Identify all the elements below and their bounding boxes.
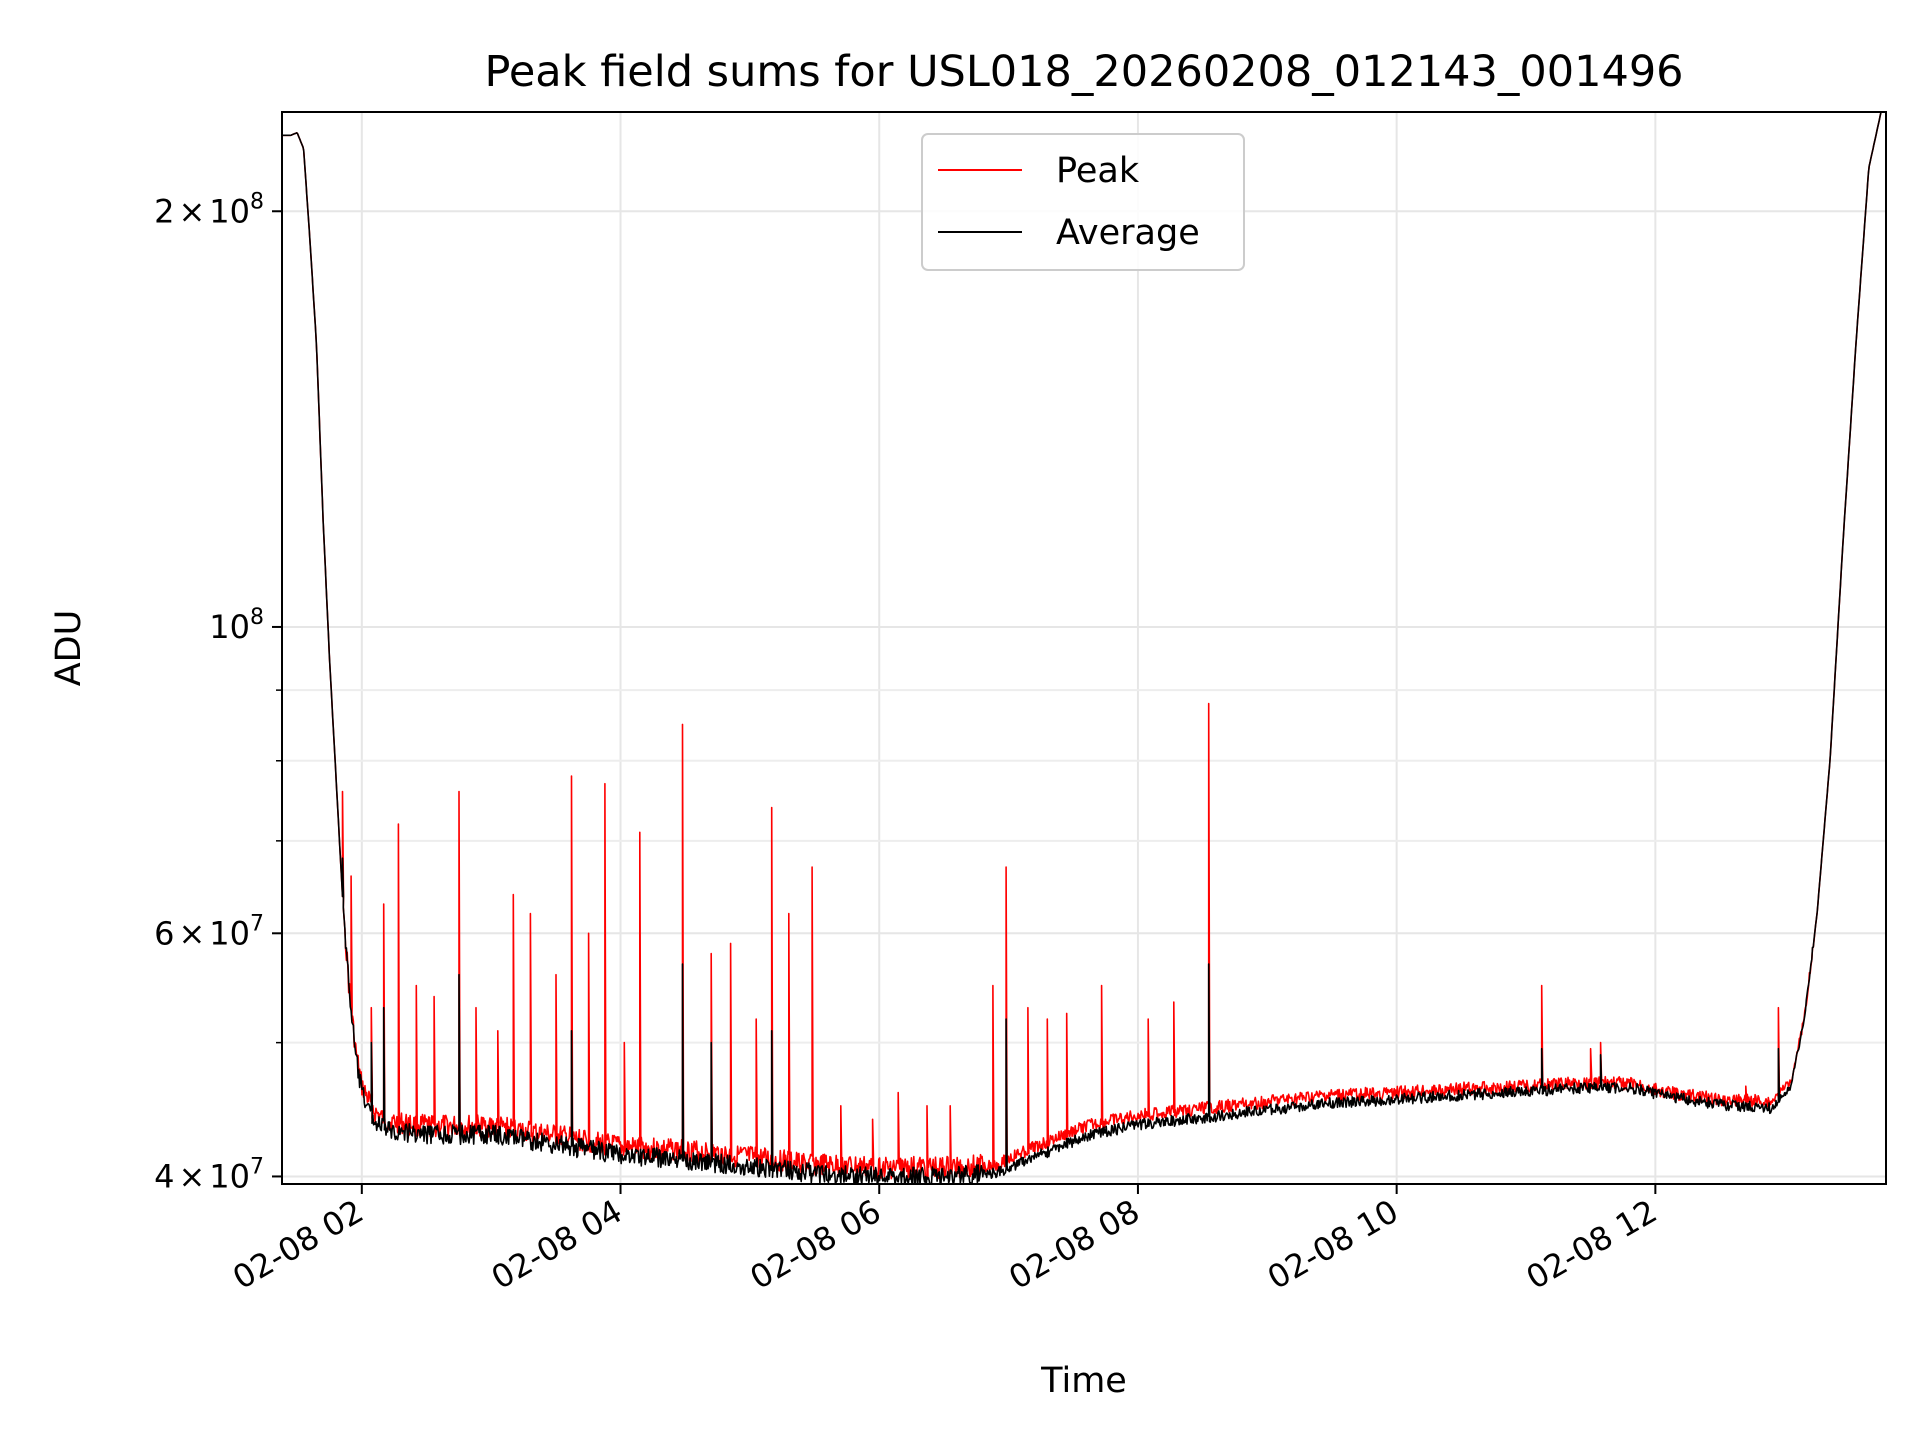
x-axis-label: Time bbox=[1040, 1361, 1127, 1401]
x-tick-label: 02-08 06 bbox=[744, 1192, 888, 1297]
x-tick-label: 02-08 04 bbox=[485, 1192, 629, 1297]
legend-peak-label: Peak bbox=[1056, 151, 1140, 191]
y-axis-ticks: 4 × 107 6 × 107 108 2 × 108 bbox=[154, 189, 282, 1195]
x-tick-label: 02-08 02 bbox=[226, 1192, 370, 1297]
x-axis-ticks: 02-08 02 02-08 04 02-08 06 02-08 08 02-08 10… bbox=[226, 1184, 1663, 1297]
average-series-line bbox=[282, 112, 1882, 1184]
x-tick-label: 02-08 10 bbox=[1261, 1192, 1405, 1297]
y-tick-label: 4 × 107 bbox=[154, 1154, 264, 1195]
chart-title: Peak field sums for USL018_20260208_0121… bbox=[484, 47, 1683, 97]
y-tick-label: 108 bbox=[209, 605, 264, 646]
legend-box bbox=[921, 133, 1245, 271]
y-tick-label: 6 × 107 bbox=[154, 911, 264, 952]
y-tick-label: 2 × 108 bbox=[154, 189, 264, 230]
legend-average-label: Average bbox=[1056, 213, 1200, 253]
x-tick-label: 02-08 08 bbox=[1002, 1192, 1146, 1297]
legend: Peak Average bbox=[921, 133, 1245, 271]
x-tick-label: 02-08 12 bbox=[1520, 1192, 1664, 1297]
y-axis-label: ADU bbox=[49, 610, 89, 687]
plot-frame bbox=[281, 111, 1887, 1185]
series-lines bbox=[282, 112, 1882, 1184]
grid-lines bbox=[282, 112, 1886, 1184]
